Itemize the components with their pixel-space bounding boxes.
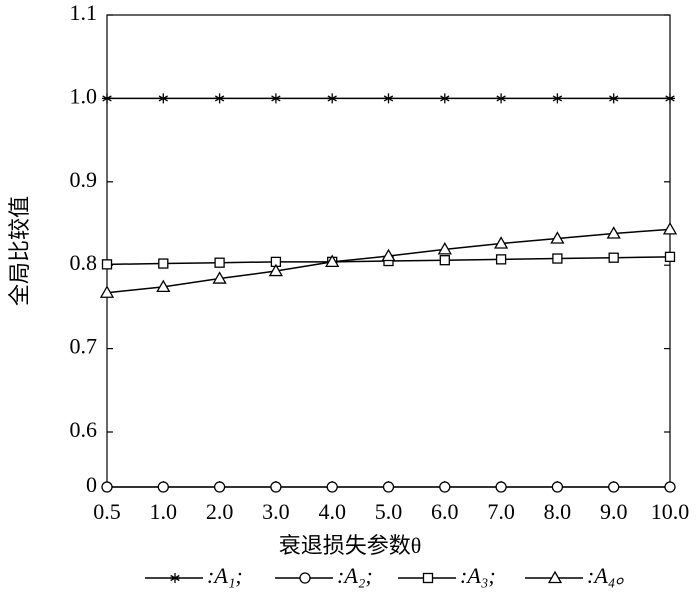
- x-tick-label: 3.0: [262, 499, 290, 524]
- legend-label: :A₄。: [587, 563, 637, 588]
- marker: [495, 481, 507, 493]
- marker: [326, 481, 338, 493]
- marker: [214, 93, 225, 104]
- y-tick-label: 1.1: [70, 0, 98, 25]
- marker: [270, 93, 281, 104]
- marker: [662, 222, 678, 235]
- marker: [327, 93, 338, 104]
- x-tick-label: 4.0: [318, 499, 346, 524]
- y-tick-label: 1.0: [70, 83, 98, 108]
- x-tick-label: 2.0: [206, 499, 234, 524]
- marker: [158, 258, 169, 269]
- marker: [156, 279, 171, 293]
- y-tick-label: 0: [86, 472, 97, 497]
- legend-label: :A₁;: [207, 563, 243, 588]
- y-axis-label: 全局比较值: [7, 196, 32, 306]
- marker: [382, 481, 395, 493]
- x-tick-label: 7.0: [487, 499, 515, 524]
- marker: [101, 259, 113, 270]
- x-tick-label: 9.0: [600, 499, 628, 524]
- x-tick-label: 1.0: [150, 499, 178, 524]
- x-axis-label: 衰退损失参数θ: [279, 533, 422, 558]
- x-tick-label: 8.0: [544, 499, 572, 524]
- marker: [439, 255, 450, 266]
- marker: [99, 285, 115, 298]
- marker: [547, 570, 563, 584]
- marker: [606, 226, 621, 239]
- marker: [268, 263, 284, 277]
- marker: [214, 257, 225, 268]
- marker: [158, 93, 169, 104]
- marker: [422, 572, 434, 584]
- marker: [437, 242, 452, 255]
- x-tick-label: 0.5: [93, 499, 121, 524]
- marker: [496, 93, 507, 104]
- marker: [552, 93, 563, 104]
- y-tick-label: 0.8: [70, 250, 98, 275]
- marker: [170, 573, 180, 583]
- marker: [608, 481, 620, 493]
- marker: [665, 93, 675, 104]
- marker: [664, 251, 676, 263]
- marker: [212, 271, 227, 284]
- marker: [552, 253, 563, 264]
- marker: [551, 481, 564, 493]
- marker: [664, 481, 676, 493]
- y-tick-label: 0.7: [70, 334, 98, 359]
- marker: [157, 481, 169, 493]
- x-tick-label: 10.0: [651, 499, 690, 524]
- marker: [383, 93, 394, 104]
- marker: [270, 481, 282, 493]
- marker: [439, 93, 450, 104]
- y-tick-label: 0.6: [70, 417, 98, 442]
- marker: [381, 248, 396, 262]
- marker: [550, 231, 565, 244]
- marker: [299, 572, 311, 584]
- marker: [325, 254, 340, 268]
- marker: [439, 481, 451, 493]
- marker: [213, 481, 226, 493]
- marker: [101, 481, 113, 493]
- marker: [493, 236, 509, 249]
- x-tick-label: 5.0: [375, 499, 403, 524]
- marker: [495, 254, 507, 265]
- y-tick-label: 0.9: [70, 167, 98, 192]
- legend-label: :A₃;: [460, 563, 496, 588]
- marker: [608, 93, 619, 104]
- marker: [102, 93, 112, 104]
- x-tick-label: 6.0: [431, 499, 459, 524]
- legend-label: :A₂;: [337, 563, 373, 588]
- marker: [608, 252, 619, 263]
